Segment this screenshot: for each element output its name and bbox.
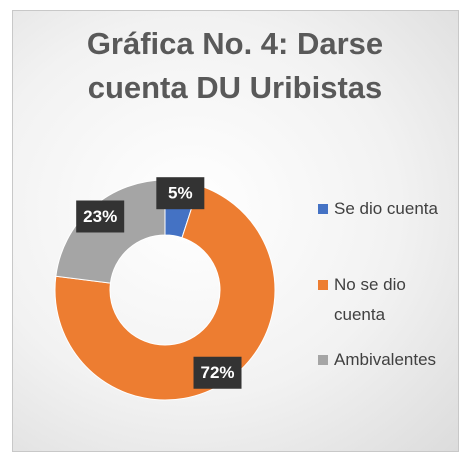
data-label-box bbox=[76, 200, 125, 233]
legend-swatch bbox=[318, 204, 328, 214]
legend-item: No se dio cuenta bbox=[318, 270, 448, 330]
legend-item: Ambivalentes bbox=[318, 345, 448, 375]
chart-title: Gráfica No. 4: Darse cuenta DU Uribistas bbox=[86, 26, 384, 105]
data-label-box bbox=[156, 177, 205, 210]
data-label: 72% bbox=[200, 363, 234, 382]
data-label: 5% bbox=[168, 184, 193, 203]
legend-item: Se dio cuenta bbox=[318, 194, 448, 224]
legend-label: No se dio cuenta bbox=[334, 275, 406, 324]
data-label: 23% bbox=[83, 207, 117, 226]
donut-slice bbox=[54, 184, 276, 401]
legend-label: Ambivalentes bbox=[334, 350, 437, 369]
legend-label: Se dio cuenta bbox=[334, 199, 438, 218]
data-label-box bbox=[193, 356, 242, 389]
legend-swatch bbox=[318, 280, 328, 290]
legend-swatch bbox=[318, 355, 328, 365]
